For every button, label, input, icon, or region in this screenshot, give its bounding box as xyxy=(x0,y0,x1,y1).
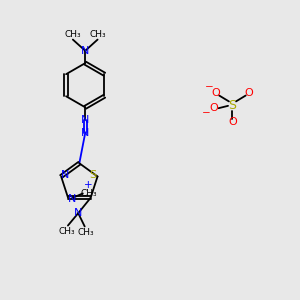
Text: N: N xyxy=(74,208,82,218)
Text: O: O xyxy=(228,117,237,127)
Text: N: N xyxy=(81,115,89,125)
Text: S: S xyxy=(90,170,97,180)
Text: N: N xyxy=(61,170,70,180)
Text: N: N xyxy=(68,194,77,204)
Text: CH₃: CH₃ xyxy=(59,227,75,236)
Text: CH₃: CH₃ xyxy=(64,30,81,39)
Text: CH₃: CH₃ xyxy=(90,30,106,39)
Text: −: − xyxy=(202,109,210,118)
Text: N: N xyxy=(81,128,89,138)
Text: −: − xyxy=(205,82,213,92)
Text: CH₃: CH₃ xyxy=(81,189,98,198)
Text: O: O xyxy=(209,103,218,113)
Text: N: N xyxy=(81,46,89,56)
Text: S: S xyxy=(228,99,236,112)
Text: O: O xyxy=(244,88,253,98)
Text: O: O xyxy=(212,88,220,98)
Text: CH₃: CH₃ xyxy=(77,228,94,237)
Text: +: + xyxy=(83,180,92,190)
